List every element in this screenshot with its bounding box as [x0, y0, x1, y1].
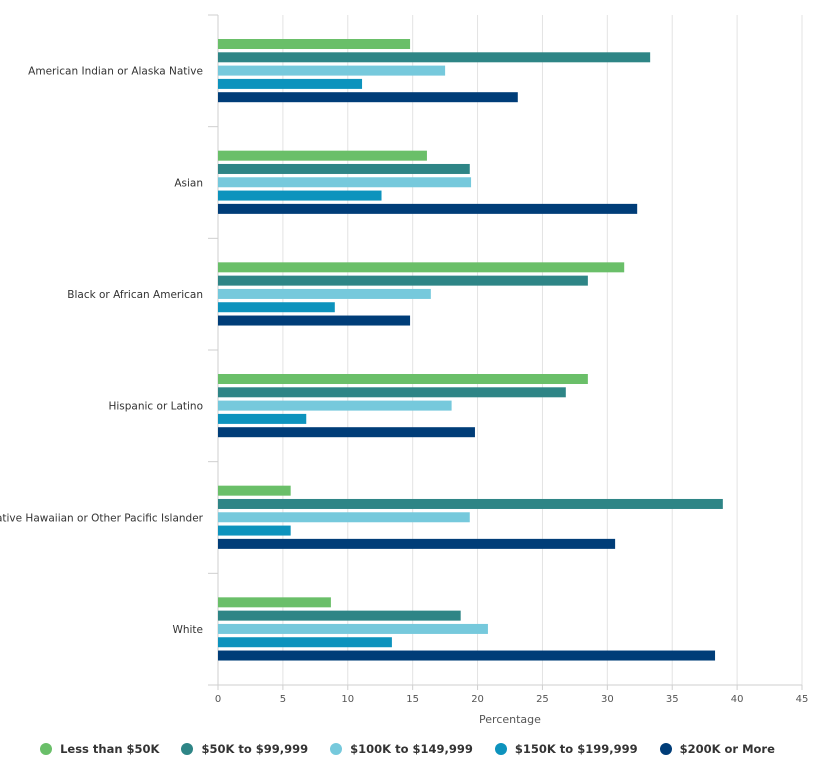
bar	[218, 203, 638, 214]
bar	[218, 150, 427, 161]
category-label: Asian	[174, 177, 203, 189]
bar	[218, 525, 291, 536]
legend-label: $50K to $99,999	[201, 742, 309, 756]
legend-label: $100K to $149,999	[350, 742, 473, 756]
bar	[218, 597, 331, 608]
bar	[218, 650, 716, 661]
gridlines	[282, 15, 803, 685]
category-label: Hispanic or Latino	[108, 401, 203, 413]
legend-swatch	[40, 743, 53, 755]
category-label: American Indian or Alaska Native	[28, 66, 203, 78]
bars	[218, 39, 723, 661]
legend-swatch	[181, 743, 194, 755]
legend-item[interactable]: $50K to $99,999	[181, 742, 308, 756]
bar	[218, 623, 488, 634]
bar	[218, 538, 616, 549]
bar	[218, 65, 446, 76]
x-tick-label: 0	[215, 694, 221, 705]
bar	[218, 637, 392, 648]
legend-swatch	[330, 743, 343, 755]
bar	[218, 52, 651, 63]
category-labels: American Indian or Alaska Native Asian Bla…	[0, 66, 204, 636]
bar	[218, 177, 472, 188]
x-tick-label: 20	[471, 694, 484, 705]
legend-label: $150K to $199,999	[514, 742, 638, 756]
bar	[218, 413, 307, 424]
bar	[218, 374, 588, 384]
bar	[218, 92, 518, 103]
category-label: Black or African American	[67, 289, 203, 301]
x-axis-title: Percentage	[479, 713, 541, 726]
bar	[218, 610, 461, 621]
bar	[218, 302, 335, 313]
category-label: White	[172, 624, 203, 636]
legend-item[interactable]: Less than $50K	[40, 742, 159, 756]
x-tick-label: 5	[280, 694, 286, 705]
x-tick-label: 40	[731, 694, 744, 705]
x-tick-label: 30	[601, 694, 614, 705]
legend-item[interactable]: $200K or More	[659, 742, 775, 756]
x-tick-label: 45	[796, 694, 809, 705]
bar-chart: 0 5 10 15 20 25 30 35 40 45 American Indian or Al…	[0, 14, 809, 726]
bar	[218, 387, 566, 398]
bar	[218, 190, 382, 201]
bar	[218, 498, 723, 509]
legend-label: $200K or More	[679, 742, 775, 756]
legend-label: Less than $50K	[60, 742, 160, 756]
x-tick-label: 25	[536, 694, 549, 705]
bar	[218, 485, 291, 496]
bar	[218, 427, 475, 438]
axes: 0 5 10 15 20 25 30 35 40 45	[208, 14, 809, 705]
category-label: Native Hawaiian or Other Pacific Islande…	[0, 512, 204, 524]
bar	[218, 39, 411, 49]
legend-item[interactable]: $100K to $149,999	[330, 742, 473, 756]
legend-swatch	[659, 743, 672, 755]
bar	[218, 512, 470, 523]
x-tick-label: 10	[341, 694, 354, 705]
bar	[218, 315, 411, 326]
x-tick-label: 15	[406, 694, 419, 705]
x-tick-label: 35	[666, 694, 679, 705]
bar	[218, 163, 470, 174]
bar	[218, 288, 431, 299]
bar	[218, 275, 588, 286]
legend-swatch	[494, 743, 507, 755]
bar	[218, 78, 363, 89]
legend-item[interactable]: $150K to $199,999	[494, 742, 638, 756]
bar	[218, 400, 452, 411]
bar	[218, 262, 625, 273]
legend: Less than $50K $50K to $99,999 $100K to $1…	[0, 742, 815, 756]
